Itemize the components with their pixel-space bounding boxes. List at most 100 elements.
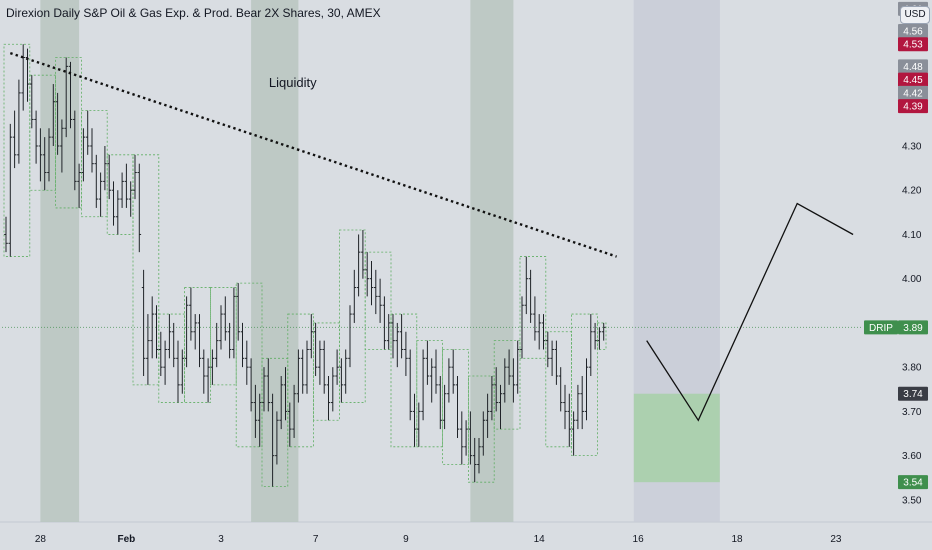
x-tick-label: Feb	[118, 534, 136, 545]
candle-group-box	[3, 43, 31, 257]
candle	[361, 230, 365, 279]
candle	[571, 411, 576, 456]
candle	[4, 216, 8, 253]
candle	[176, 340, 180, 403]
candle	[455, 376, 460, 438]
candle-group-box	[313, 322, 340, 421]
candle	[137, 163, 142, 253]
price-tag-bg	[898, 23, 928, 38]
last-price-tag: DRIP 3.89	[864, 320, 928, 335]
x-tick-label: 9	[403, 534, 409, 545]
candle-group-box	[571, 313, 598, 457]
candle	[318, 340, 322, 385]
candle	[296, 349, 301, 403]
candle-group-box	[467, 375, 495, 483]
price-tag: 4.48	[898, 59, 928, 74]
candle	[30, 75, 34, 129]
candle	[236, 283, 240, 341]
candle	[580, 376, 584, 430]
candle	[468, 411, 473, 465]
candle	[601, 322, 606, 341]
candle	[300, 349, 305, 394]
session-band	[470, 0, 514, 522]
price-tag: 3.54	[898, 475, 928, 490]
candle	[365, 252, 369, 297]
price-tag: 4.45	[898, 72, 928, 87]
candle-group-box	[209, 287, 237, 386]
candle	[85, 110, 90, 155]
candle	[98, 172, 103, 217]
candle	[339, 358, 344, 403]
candle	[184, 296, 189, 368]
candle	[128, 181, 133, 217]
session-band	[251, 0, 299, 522]
candle	[541, 314, 546, 350]
candle-group-box	[519, 256, 547, 359]
candle	[38, 128, 43, 182]
projection-zone	[633, 0, 720, 394]
candle	[51, 84, 56, 146]
candle	[94, 154, 99, 208]
candle	[17, 79, 21, 164]
candle	[558, 367, 563, 412]
candle	[133, 154, 137, 200]
candle	[90, 128, 94, 173]
y-tick-label: 3.60	[902, 451, 922, 462]
price-tag-bg	[898, 99, 928, 114]
candle	[77, 163, 81, 208]
candle	[141, 269, 146, 377]
candle	[485, 393, 490, 438]
candle-group-box	[545, 331, 572, 448]
candle	[154, 305, 159, 359]
candle	[309, 314, 314, 359]
candle	[214, 322, 219, 368]
price-tag-label: 4.56	[903, 26, 923, 37]
candle	[313, 322, 318, 377]
candle	[232, 287, 236, 359]
candle	[399, 314, 404, 359]
symbol-tag-bg	[864, 320, 898, 335]
price-tag-bg	[898, 386, 928, 401]
candle	[550, 340, 554, 377]
candle	[116, 190, 120, 235]
candle	[537, 314, 541, 350]
price-tag-bg	[898, 37, 928, 52]
candle	[120, 172, 124, 208]
target-zone	[633, 393, 720, 483]
candle	[326, 376, 331, 421]
candle	[111, 181, 116, 226]
candle	[240, 322, 245, 368]
y-tick-label: 3.80	[902, 363, 922, 374]
candle-group-box	[390, 313, 418, 448]
candle	[180, 349, 185, 394]
candle-group-box	[184, 287, 211, 403]
candle	[395, 322, 400, 368]
liquidity-label: Liquidity	[269, 75, 317, 90]
candle	[533, 296, 537, 341]
candle	[507, 349, 511, 385]
candle	[429, 358, 434, 403]
candle	[124, 163, 129, 208]
candle	[386, 314, 391, 350]
candle	[163, 340, 167, 385]
candle	[451, 349, 455, 394]
candle	[292, 384, 296, 438]
candle	[343, 349, 348, 394]
currency-button[interactable]: USD	[900, 6, 930, 24]
candle	[257, 393, 262, 447]
candle	[378, 278, 382, 323]
y-tick-label: 4.30	[902, 141, 922, 152]
price-tag-bg	[898, 475, 928, 490]
candle	[472, 437, 477, 483]
candle	[438, 376, 443, 430]
candle-group-box	[81, 110, 108, 218]
candle	[42, 137, 47, 191]
candle-group-box	[158, 313, 186, 403]
price-tag-label: 4.48	[903, 62, 923, 73]
last-price-label: 3.89	[903, 323, 923, 334]
candle	[305, 340, 309, 394]
candle	[520, 296, 524, 359]
trendline	[9, 51, 617, 258]
